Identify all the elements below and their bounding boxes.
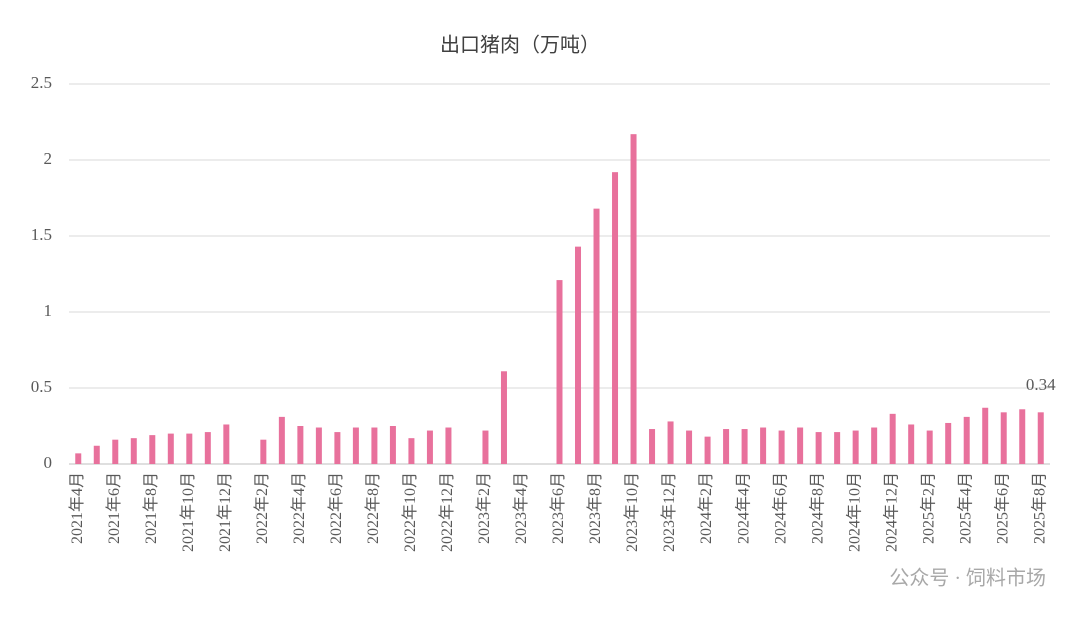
bar: [352, 427, 359, 464]
y-tick-label: 0: [44, 453, 53, 472]
bar: [871, 427, 878, 464]
bar: [982, 407, 989, 464]
bar: [334, 432, 341, 464]
x-tick-label: 2023年2月: [475, 472, 493, 544]
bar: [149, 435, 156, 464]
bar: [1037, 412, 1044, 464]
bar: [389, 426, 396, 464]
bar: [130, 438, 137, 464]
bar: [204, 432, 211, 464]
x-tick-label: 2021年6月: [105, 472, 123, 544]
bar: [297, 426, 304, 464]
x-tick-label: 2023年6月: [549, 472, 567, 544]
x-tick-label: 2025年2月: [919, 472, 937, 544]
bar: [167, 433, 174, 464]
bar: [1000, 412, 1007, 464]
x-tick-label: 2022年12月: [438, 472, 456, 552]
bar: [575, 246, 582, 464]
y-tick-label: 1.5: [31, 225, 52, 244]
bar: [760, 427, 767, 464]
bar: [445, 427, 452, 464]
bar: [741, 429, 748, 464]
x-tick-label: 2022年10月: [401, 472, 419, 552]
x-tick-label: 2023年8月: [586, 472, 604, 544]
x-tick-label: 2023年10月: [623, 472, 641, 552]
watermark: 公众号 · 饲料市场: [889, 567, 1046, 590]
bar: [963, 416, 970, 464]
bar: [649, 429, 656, 464]
bar: [500, 371, 507, 464]
x-tick-label: 2025年8月: [1030, 472, 1048, 544]
x-tick-label: 2022年4月: [290, 472, 308, 544]
bar: [408, 438, 415, 464]
x-tick-label: 2024年10月: [845, 472, 863, 552]
x-tick-label: 2024年6月: [771, 472, 789, 544]
y-tick-label: 2: [44, 149, 53, 168]
y-tick-label: 1: [44, 301, 53, 320]
x-tick-label: 2023年4月: [512, 472, 530, 544]
x-tick-label: 2021年4月: [68, 472, 86, 544]
x-tick-label: 2022年6月: [327, 472, 345, 544]
x-tick-label: 2021年10月: [179, 472, 197, 552]
bar: [704, 436, 711, 464]
bar: [482, 430, 489, 464]
x-tick-label: 2024年12月: [882, 472, 900, 552]
bar: [75, 453, 82, 464]
bar: [723, 429, 730, 464]
bar: [1019, 409, 1026, 464]
bar: [593, 208, 600, 464]
bar: [223, 424, 230, 464]
bar: [112, 439, 119, 464]
chart-title: 出口猪肉（万吨）: [440, 34, 600, 57]
bar: [278, 416, 285, 464]
x-tick-label: 2024年4月: [734, 472, 752, 544]
x-tick-label: 2023年12月: [660, 472, 678, 552]
bar: [260, 439, 267, 464]
x-tick-label: 2022年2月: [253, 472, 271, 544]
bar: [556, 280, 563, 464]
bar: [945, 422, 952, 464]
x-tick-label: 2025年6月: [993, 472, 1011, 544]
bar: [908, 424, 915, 464]
bar: [834, 432, 841, 464]
y-tick-label: 2.5: [31, 73, 52, 92]
bar: [612, 172, 619, 464]
bar: [630, 134, 637, 464]
bar: [315, 427, 322, 464]
bar: [667, 421, 674, 464]
bar: [889, 413, 896, 464]
bar: [797, 427, 804, 464]
x-tick-label: 2025年4月: [956, 472, 974, 544]
bar: [852, 430, 859, 464]
bar: [371, 427, 378, 464]
x-tick-label: 2022年8月: [364, 472, 382, 544]
bar: [815, 432, 822, 464]
value-label: 0.34: [1026, 375, 1056, 394]
x-tick-label: 2024年2月: [697, 472, 715, 544]
bar: [686, 430, 693, 464]
bar: [426, 430, 433, 464]
bar: [926, 430, 933, 464]
bar: [93, 445, 100, 464]
x-tick-label: 2021年8月: [142, 472, 160, 544]
y-tick-label: 0.5: [31, 377, 52, 396]
x-tick-label: 2024年8月: [808, 472, 826, 544]
x-tick-label: 2021年12月: [216, 472, 234, 552]
bar: [186, 433, 193, 464]
bar: [778, 430, 785, 464]
